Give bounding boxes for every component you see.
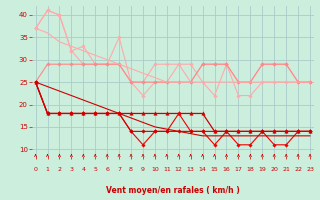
X-axis label: Vent moyen/en rafales ( km/h ): Vent moyen/en rafales ( km/h ) — [106, 186, 240, 195]
